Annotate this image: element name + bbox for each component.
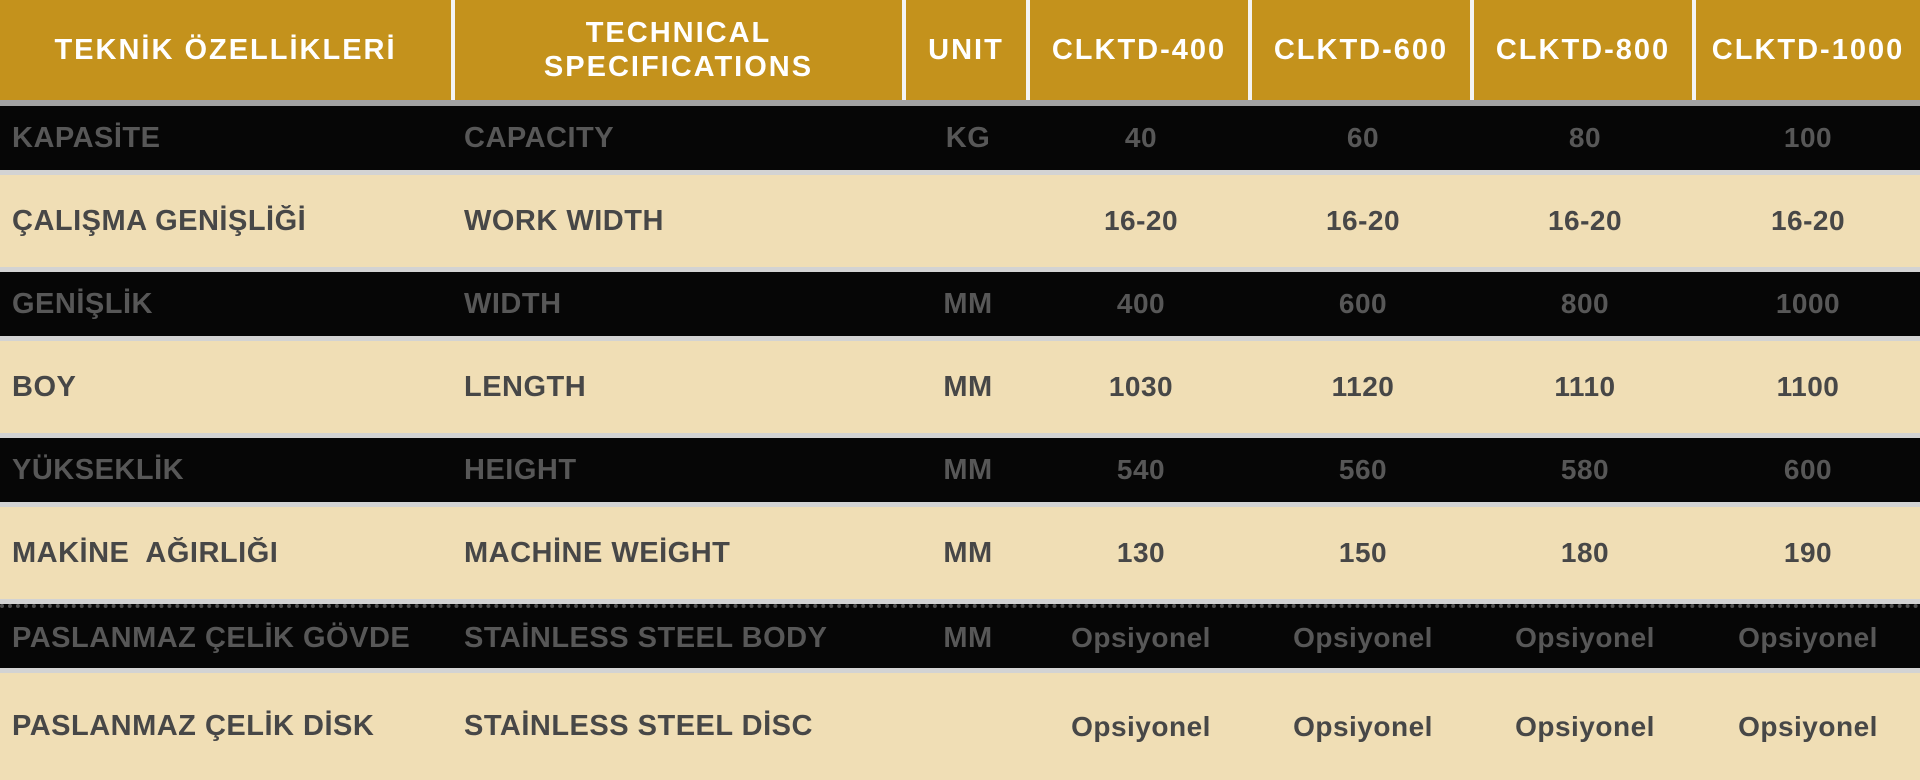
header-model-clktd-800: CLKTD-800 xyxy=(1474,0,1696,100)
row-value-clktd-1000: Opsiyonel xyxy=(1738,622,1878,653)
row-tr-label: MAKİNE AĞIRLIĞI xyxy=(12,536,279,569)
row-value-clktd-600: Opsiyonel xyxy=(1293,710,1433,742)
row-value-clktd-400: 16-20 xyxy=(1103,205,1179,236)
row-value-clktd-800: Opsiyonel xyxy=(1515,622,1655,653)
row-tr-label: KAPASİTE xyxy=(12,121,161,154)
table-row-length: BOY LENGTH MM 1030 1120 1110 1100 xyxy=(0,341,1920,433)
row-en-label: STAİNLESS STEEL DİSC xyxy=(464,710,813,742)
table-row-width: GENİŞLİK WIDTH MM 400 600 800 1000 xyxy=(0,272,1920,336)
row-value-clktd-1000: 190 xyxy=(1783,537,1833,568)
header-technical-specifications: TECHNICAL SPECIFICATIONS xyxy=(455,0,906,100)
row-value-clktd-1000: 1100 xyxy=(1776,371,1840,402)
row-tr-label: PASLANMAZ ÇELİK DİSK xyxy=(12,710,375,742)
row-en-label: MACHİNE WEİGHT xyxy=(464,536,731,569)
row-value-clktd-600: 16-20 xyxy=(1325,205,1401,236)
table-row-stainless-steel-body: PASLANMAZ ÇELİK GÖVDE STAİNLESS STEEL BO… xyxy=(0,604,1920,668)
row-divider xyxy=(0,433,1920,438)
row-value-clktd-600: Opsiyonel xyxy=(1293,622,1433,653)
table-row-stainless-steel-disc: PASLANMAZ ÇELİK DİSK STAİNLESS STEEL DİS… xyxy=(0,673,1920,780)
row-tr-label: ÇALIŞMA GENİŞLİĞİ xyxy=(12,204,307,237)
row-value-clktd-600: 150 xyxy=(1338,537,1388,568)
row-unit: MM xyxy=(943,453,993,486)
row-en-label: CAPACITY xyxy=(464,121,615,154)
row-unit: MM xyxy=(943,621,993,654)
header-model-clktd-600: CLKTD-600 xyxy=(1252,0,1474,100)
row-value-clktd-800: Opsiyonel xyxy=(1515,710,1655,742)
table-row-machine-weight: MAKİNE AĞIRLIĞI MACHİNE WEİGHT MM 130 15… xyxy=(0,507,1920,599)
row-unit: MM xyxy=(943,370,993,403)
row-unit: MM xyxy=(943,536,993,569)
row-value-clktd-800: 580 xyxy=(1560,454,1610,485)
row-divider xyxy=(0,502,1920,507)
row-value-clktd-1000: 1000 xyxy=(1775,288,1841,319)
row-tr-label: GENİŞLİK xyxy=(12,287,153,320)
row-value-clktd-1000: 100 xyxy=(1783,122,1833,153)
row-en-label: STAİNLESS STEEL BODY xyxy=(464,621,828,654)
row-value-clktd-1000: 600 xyxy=(1783,454,1833,485)
header-model-clktd-1000: CLKTD-1000 xyxy=(1711,33,1905,66)
row-value-clktd-800: 16-20 xyxy=(1547,205,1623,236)
row-tr-label: YÜKSEKLİK xyxy=(12,453,185,486)
table-row-work-width: ÇALIŞMA GENİŞLİĞİ WORK WIDTH 16-20 16-20… xyxy=(0,175,1920,267)
row-value-clktd-800: 80 xyxy=(1568,122,1602,153)
row-value-clktd-800: 180 xyxy=(1560,537,1610,568)
row-divider xyxy=(0,599,1920,604)
row-value-clktd-800: 800 xyxy=(1560,288,1610,319)
row-value-clktd-600: 60 xyxy=(1346,122,1380,153)
table-row-capacity: KAPASİTE CAPACITY KG 40 60 80 100 xyxy=(0,106,1920,170)
header-teknik-ozellikleri: TEKNİK ÖZELLİKLERİ xyxy=(0,0,455,100)
row-en-label: WIDTH xyxy=(464,287,562,320)
row-divider xyxy=(0,170,1920,175)
row-value-clktd-800: 1110 xyxy=(1554,371,1616,402)
row-en-label: HEIGHT xyxy=(464,453,577,486)
header-unit: UNIT xyxy=(906,0,1030,100)
row-value-clktd-400: 400 xyxy=(1116,288,1166,319)
table-header-row: TEKNİK ÖZELLİKLERİ TECHNICAL SPECIFICATI… xyxy=(0,0,1920,100)
row-divider xyxy=(0,267,1920,272)
row-value-clktd-600: 1120 xyxy=(1331,371,1395,402)
row-value-clktd-1000: Opsiyonel xyxy=(1738,710,1878,742)
row-value-clktd-400: Opsiyonel xyxy=(1071,710,1211,742)
row-unit: MM xyxy=(943,287,993,320)
header-model-clktd-400: CLKTD-400 xyxy=(1030,0,1252,100)
row-value-clktd-400: Opsiyonel xyxy=(1071,622,1211,653)
table-row-height: YÜKSEKLİK HEIGHT MM 540 560 580 600 xyxy=(0,438,1920,502)
row-tr-label: PASLANMAZ ÇELİK GÖVDE xyxy=(12,621,411,654)
row-value-clktd-400: 1030 xyxy=(1108,371,1174,402)
row-value-clktd-600: 560 xyxy=(1338,454,1388,485)
row-unit: KG xyxy=(945,121,991,154)
row-value-clktd-400: 540 xyxy=(1116,454,1166,485)
header-divider xyxy=(0,100,1920,106)
row-divider xyxy=(0,668,1920,673)
row-en-label: LENGTH xyxy=(464,370,587,403)
row-value-clktd-400: 40 xyxy=(1124,122,1158,153)
row-value-clktd-600: 600 xyxy=(1338,288,1388,319)
row-value-clktd-1000: 16-20 xyxy=(1770,205,1846,236)
row-divider xyxy=(0,336,1920,341)
row-value-clktd-400: 130 xyxy=(1116,537,1166,568)
row-tr-label: BOY xyxy=(12,370,77,403)
row-en-label: WORK WIDTH xyxy=(464,204,664,237)
